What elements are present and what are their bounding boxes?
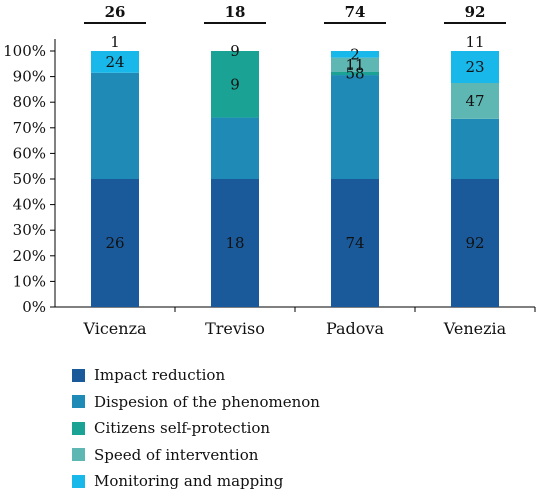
legend-label: Citizens self-protection — [94, 419, 271, 438]
bar-segment — [331, 71, 379, 76]
data-label: 92 — [465, 234, 484, 252]
category-total: 26 — [105, 3, 126, 21]
data-label: 9 — [230, 75, 240, 93]
x-category-label: Treviso — [205, 319, 265, 338]
legend-swatch — [72, 448, 85, 462]
legend-swatch — [72, 395, 85, 409]
data-label: 9 — [230, 42, 240, 60]
y-tick-label: 20% — [13, 247, 46, 265]
data-label: 11 — [465, 33, 484, 51]
bar-segment — [451, 118, 499, 179]
bar-segment — [91, 72, 139, 179]
data-label: 18 — [225, 234, 244, 252]
bar-segment — [331, 75, 379, 179]
bar-segment — [211, 51, 259, 118]
data-label: 74 — [345, 234, 364, 252]
y-tick-label: 30% — [13, 221, 46, 239]
data-label: 2 — [350, 45, 360, 63]
data-label: 58 — [345, 65, 364, 83]
legend-item-citizens-self-protection: Citizens self-protection — [72, 415, 320, 442]
bar-segment — [451, 51, 499, 83]
category-total: 74 — [345, 3, 366, 21]
bar-segment — [451, 83, 499, 119]
legend-label: Dispesion of the phenomenon — [94, 392, 320, 411]
bar-segment — [451, 179, 499, 307]
y-tick-label: 0% — [22, 298, 46, 316]
y-tick-label: 100% — [3, 42, 46, 60]
legend-item-dispesion: Dispesion of the phenomenon — [72, 389, 320, 416]
x-category-label: Venezia — [443, 319, 507, 338]
chart-legend: Impact reduction Dispesion of the phenom… — [72, 362, 320, 495]
legend-swatch — [72, 474, 85, 488]
y-tick-label: 60% — [13, 144, 46, 162]
y-tick-label: 50% — [13, 170, 46, 188]
data-label: 26 — [105, 234, 124, 252]
data-label: 23 — [465, 58, 484, 76]
bar-segment — [91, 179, 139, 307]
bar-segment — [331, 179, 379, 307]
x-category-label: Vicenza — [82, 319, 147, 338]
legend-swatch — [72, 421, 85, 435]
bar-segment — [211, 117, 259, 179]
data-label: 47 — [465, 92, 484, 110]
x-category-label: Padova — [326, 319, 385, 338]
category-total: 18 — [225, 3, 246, 21]
data-label: 11 — [345, 56, 364, 74]
y-tick-label: 90% — [13, 68, 46, 86]
legend-item-speed-of-intervention: Speed of intervention — [72, 442, 320, 469]
legend-label: Monitoring and mapping — [94, 472, 284, 491]
legend-swatch — [72, 368, 85, 382]
legend-item-monitoring-and-mapping: Monitoring and mapping — [72, 468, 320, 495]
stacked-bar-chart: 0% 10% 20% 30% 40% 50% 60% 70% 80% 90% 100% 26 24 1 26… — [3, 3, 536, 338]
legend-label: Speed of intervention — [94, 445, 259, 464]
bar-segment — [331, 57, 379, 72]
data-label: 24 — [105, 53, 124, 71]
legend-label: Impact reduction — [94, 366, 226, 385]
bar-segment — [91, 51, 139, 73]
y-tick-label: 10% — [13, 272, 46, 290]
bar-segment — [331, 51, 379, 58]
data-label: 1 — [110, 33, 120, 51]
bar-segment — [211, 179, 259, 307]
y-tick-label: 70% — [13, 119, 46, 137]
y-tick-label: 40% — [13, 196, 46, 214]
y-tick-label: 80% — [13, 93, 46, 111]
legend-item-impact-reduction: Impact reduction — [72, 362, 320, 389]
category-total: 92 — [465, 3, 486, 21]
